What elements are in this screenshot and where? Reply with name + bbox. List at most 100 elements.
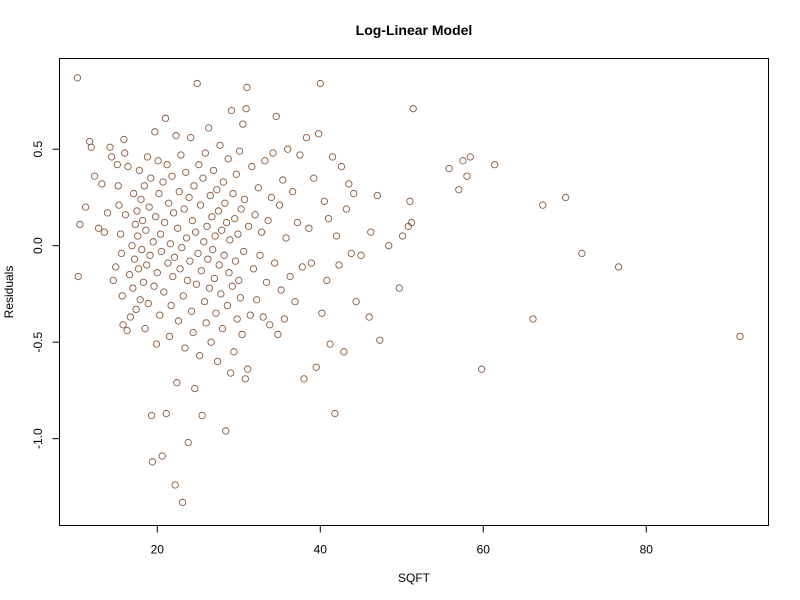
data-point <box>269 149 277 157</box>
data-point <box>491 160 499 169</box>
data-point <box>373 191 381 200</box>
data-point <box>300 375 308 383</box>
data-point <box>228 282 236 290</box>
data-point <box>307 259 315 267</box>
data-point <box>291 297 299 306</box>
data-point <box>200 238 208 246</box>
data-point <box>239 120 247 128</box>
data-point <box>238 330 246 339</box>
y-tick-label: -1.0 <box>31 428 45 449</box>
data-point <box>279 176 287 184</box>
data-point <box>324 215 333 223</box>
data-point <box>194 249 202 258</box>
data-point <box>120 135 128 144</box>
data-point <box>143 261 151 269</box>
data-point <box>251 211 259 219</box>
data-point <box>130 255 139 263</box>
data-point <box>146 251 154 259</box>
data-point <box>170 253 179 261</box>
data-point <box>352 297 360 306</box>
data-point <box>100 228 108 236</box>
data-point <box>218 226 226 234</box>
data-point <box>205 284 214 292</box>
data-point <box>214 207 223 215</box>
data-point <box>179 292 188 300</box>
data-point <box>181 344 189 352</box>
data-point <box>224 155 232 163</box>
data-point <box>209 166 218 175</box>
data-point <box>114 182 122 190</box>
data-point <box>614 263 623 271</box>
data-point <box>455 186 463 194</box>
data-point <box>168 172 176 180</box>
data-point <box>395 284 403 292</box>
data-point <box>106 143 114 151</box>
data-point <box>204 124 213 132</box>
data-point <box>199 174 207 182</box>
data-point <box>209 245 217 254</box>
data-point <box>149 238 157 246</box>
data-point <box>337 162 346 171</box>
data-point <box>113 160 122 169</box>
data-point <box>243 83 251 92</box>
data-point <box>90 172 99 180</box>
data-point <box>218 325 227 333</box>
data-point <box>156 311 164 319</box>
data-point <box>257 228 266 236</box>
data-point <box>296 151 304 159</box>
data-point <box>173 379 181 387</box>
data-point <box>150 282 158 290</box>
data-point <box>274 330 282 339</box>
data-point <box>147 411 156 420</box>
data-point <box>178 498 187 506</box>
data-point <box>221 199 229 207</box>
data-point <box>282 234 290 242</box>
data-point <box>335 261 343 269</box>
data-point <box>119 321 127 329</box>
x-axis: 20 40 60 80 <box>151 525 654 557</box>
data-point <box>74 272 82 281</box>
data-point <box>223 301 232 310</box>
data-point <box>232 170 240 178</box>
data-point <box>130 189 138 198</box>
data-point <box>244 222 253 231</box>
data-point <box>225 269 233 277</box>
data-point <box>385 242 393 250</box>
data-point <box>132 305 140 314</box>
data-point <box>259 313 267 321</box>
data-point <box>331 409 339 418</box>
data-point <box>316 79 324 88</box>
data-point <box>220 251 228 259</box>
data-point <box>165 332 174 341</box>
data-point <box>350 189 358 198</box>
data-point <box>237 205 245 213</box>
data-point <box>208 213 216 221</box>
data-point <box>147 174 155 182</box>
data-point <box>178 243 186 252</box>
data-point <box>73 74 82 82</box>
data-point <box>212 309 220 317</box>
data-point <box>109 276 117 285</box>
data-point <box>241 375 249 383</box>
data-point <box>445 164 453 173</box>
data-point <box>201 149 210 157</box>
x-tick-label: 80 <box>640 543 654 557</box>
data-point <box>134 232 142 240</box>
data-point <box>153 269 161 277</box>
data-point <box>141 325 149 333</box>
data-point <box>169 272 177 281</box>
plot-frame <box>59 58 769 526</box>
data-point <box>256 251 264 259</box>
data-point <box>118 292 126 300</box>
data-point <box>216 141 224 149</box>
data-point <box>328 153 337 161</box>
data-point <box>207 338 215 346</box>
data-point <box>227 106 236 115</box>
data-point <box>253 296 261 304</box>
data-point <box>159 178 167 186</box>
data-point <box>326 340 334 348</box>
data-point <box>477 365 486 373</box>
x-tick-label: 60 <box>477 543 491 557</box>
data-point <box>124 162 132 171</box>
